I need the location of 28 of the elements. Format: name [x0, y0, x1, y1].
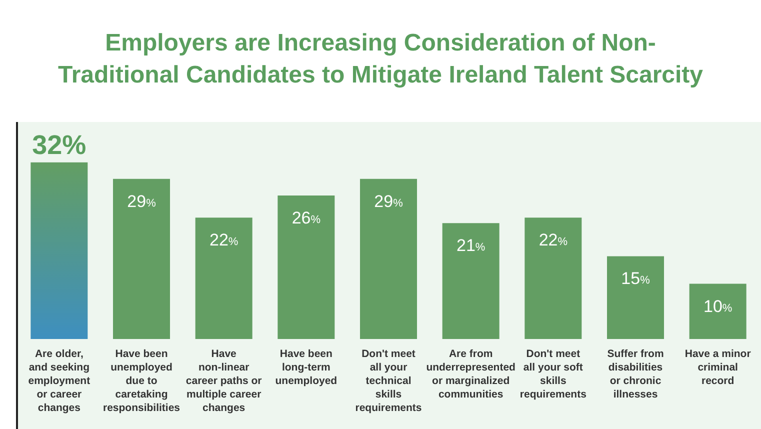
- data-label: 15%: [621, 269, 650, 288]
- x-tick-label: Don't meet all your soft skills requirements: [520, 348, 587, 400]
- x-tick-label: Have been unemployed due to caretaking responsibilities: [102, 348, 180, 414]
- data-label: 21%: [456, 236, 486, 256]
- x-tick-label: Are older, and seeking employment or career changes: [28, 348, 91, 414]
- bar: [689, 284, 746, 339]
- bar: [195, 218, 252, 339]
- chart-title: Employers are Increasing Consideration of Non- Traditional Candidates to Mitigate Ireland Talent Scarcity: [58, 30, 704, 88]
- data-label: 29%: [374, 192, 404, 211]
- data-label: 22%: [209, 230, 238, 250]
- data-label: 10%: [703, 296, 732, 316]
- x-tick-label: Have non-linear career paths or multiple career changes: [186, 348, 262, 414]
- x-tick-label: Are from underrepresented or marginalized communities: [426, 348, 516, 400]
- bar: [30, 162, 88, 339]
- bar: [113, 178, 170, 339]
- x-tick-label: Have a minor criminal record: [684, 348, 751, 387]
- bar: [278, 195, 335, 339]
- x-tick-label: Don't meet all your technical skills requirements: [355, 348, 422, 414]
- bar: [442, 223, 500, 339]
- data-label: 26%: [292, 208, 321, 228]
- data-label: 22%: [538, 230, 568, 250]
- x-tick-label: Suffer from disabilities or chronic illnesses: [607, 348, 664, 400]
- data-label: 29%: [127, 192, 156, 211]
- bar: [360, 178, 417, 339]
- bar: [524, 218, 582, 339]
- x-tick-label: Have been long-term unemployed: [275, 348, 338, 387]
- bar: [607, 256, 664, 339]
- data-label: 32%: [32, 130, 86, 160]
